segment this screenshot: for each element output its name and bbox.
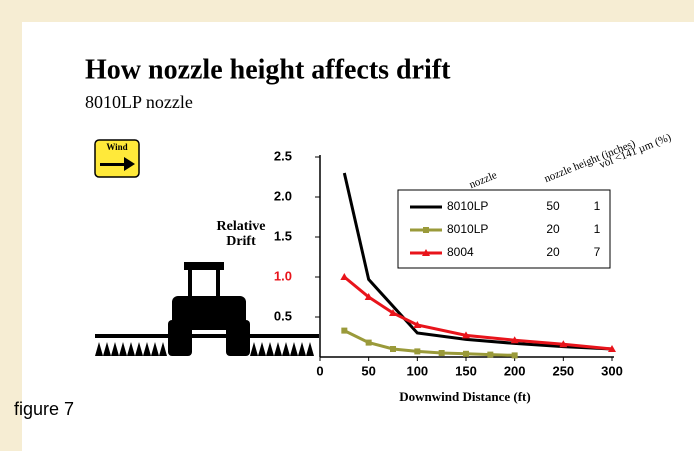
legend-vol: 1 (594, 222, 601, 236)
y-axis-label: Relative (217, 219, 266, 234)
x-tick-label: 150 (455, 363, 477, 378)
legend-vol: 1 (594, 199, 601, 213)
left-band (0, 0, 22, 451)
x-tick-label: 0 (316, 363, 323, 378)
legend-marker (423, 227, 429, 233)
marker (512, 352, 518, 358)
legend-height: 50 (546, 199, 560, 213)
y-tick-label: 2.5 (274, 148, 292, 163)
caption: figure 7 (14, 399, 74, 419)
x-tick-label: 250 (552, 363, 574, 378)
x-axis-label: Downwind Distance (ft) (399, 389, 530, 404)
legend-height: 20 (546, 222, 560, 236)
marker (341, 328, 347, 334)
legend-name: 8010LP (447, 199, 488, 213)
boom (95, 334, 319, 338)
legend-vol: 7 (594, 245, 601, 259)
marker (487, 352, 493, 358)
page: How nozzle height affects drift 8010LP n… (0, 0, 694, 451)
legend-height: 20 (546, 245, 560, 259)
marker (414, 348, 420, 354)
y-tick-label: 0.5 (274, 308, 292, 323)
marker (463, 351, 469, 357)
wheel (226, 320, 250, 356)
marker (439, 350, 445, 356)
y-tick-label: 2.0 (274, 188, 292, 203)
legend-name: 8004 (447, 245, 474, 259)
slide: How nozzle height affects drift 8010LP n… (0, 0, 694, 451)
cab-roof (184, 262, 224, 270)
marker (390, 346, 396, 352)
marker (366, 340, 372, 346)
x-tick-label: 100 (406, 363, 428, 378)
cab-post (188, 270, 192, 300)
y-axis-label: Drift (226, 234, 256, 249)
wind-icon: Wind (95, 140, 139, 177)
y-tick-label: 1.5 (274, 228, 292, 243)
chart-title: How nozzle height affects drift (85, 54, 451, 85)
x-tick-label: 200 (504, 363, 526, 378)
wind-label: Wind (106, 142, 127, 152)
chart-subtitle: 8010LP nozzle (85, 92, 193, 112)
cab-post (216, 270, 220, 300)
y-tick-label: 1.0 (274, 268, 292, 283)
legend-name: 8010LP (447, 222, 488, 236)
x-tick-label: 300 (601, 363, 623, 378)
wheel (168, 320, 192, 356)
top-band (0, 0, 694, 22)
x-tick-label: 50 (361, 363, 375, 378)
